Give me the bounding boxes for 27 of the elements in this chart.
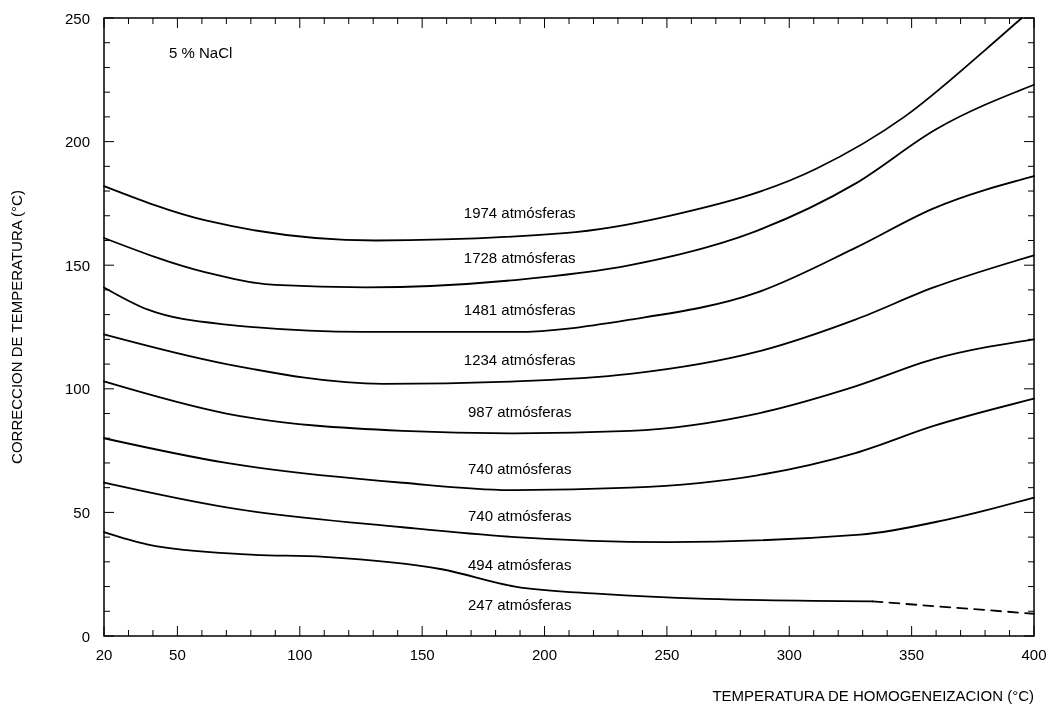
series-label: 740 atmósferas xyxy=(468,459,572,477)
y-tick-label: 100 xyxy=(64,380,90,398)
x-tick-label: 350 xyxy=(899,646,925,663)
x-axis-title: TEMPERATURA DE HOMOGENEIZACION (°C) xyxy=(712,687,1034,704)
x-tick-label: 100 xyxy=(287,646,313,663)
series-label: 740 atmósferas xyxy=(468,506,572,524)
y-tick-label: 150 xyxy=(64,256,90,274)
series-label: 1234 atmósferas xyxy=(463,350,576,368)
y-axis-title: CORRECCION DE TEMPERATURA (°C) xyxy=(8,190,25,464)
x-tick-label: 200 xyxy=(532,646,558,663)
x-tick-label: 20 xyxy=(95,646,113,663)
x-tick-label: 300 xyxy=(776,646,802,663)
x-tick-label: 50 xyxy=(169,646,186,663)
annotation: 5 % NaCl xyxy=(169,44,233,61)
x-tick-label: 150 xyxy=(409,646,435,663)
x-tick-label: 250 xyxy=(654,646,680,663)
y-tick-label: 250 xyxy=(64,9,90,27)
annotation: 247 atmósferas xyxy=(468,595,572,613)
y-tick-label: 200 xyxy=(64,133,90,151)
series-label: 1481 atmósferas xyxy=(463,300,576,318)
y-tick-label: 0 xyxy=(81,627,90,645)
series-label: 1728 atmósferas xyxy=(463,248,576,266)
series-label: 987 atmósferas xyxy=(468,402,572,420)
x-tick-label: 400 xyxy=(1021,646,1047,663)
series-label: 494 atmósferas xyxy=(468,556,572,574)
series-label: 1974 atmósferas xyxy=(463,204,576,222)
y-tick-label: 50 xyxy=(73,503,90,521)
